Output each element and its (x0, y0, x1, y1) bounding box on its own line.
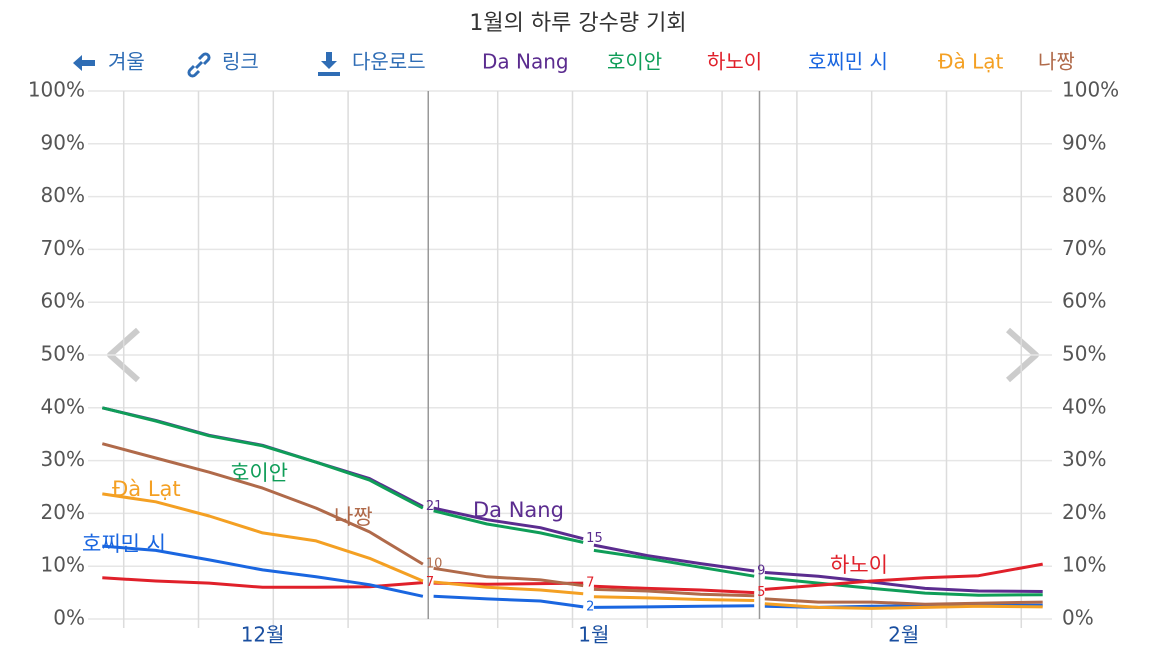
series-line (102, 562, 1043, 595)
y-tick-label: 10% (41, 553, 85, 577)
value-label: 15 (586, 531, 603, 546)
control-winter[interactable]: 겨울 (73, 50, 145, 74)
y-tick-label-right: 10% (1062, 553, 1106, 577)
control-download[interactable]: 다운로드 (318, 50, 426, 77)
value-label: 21 (426, 499, 443, 514)
legend-label: 나짱 (1038, 50, 1075, 74)
x-tick-label: 1월 (578, 623, 609, 647)
y-tick-label-right: 20% (1062, 500, 1106, 524)
link-icon (187, 52, 211, 78)
y-tick-label-right: 70% (1062, 236, 1106, 260)
control-label[interactable]: 겨울 (108, 50, 145, 74)
back-icon (73, 55, 95, 71)
series-label: 나짱 (334, 505, 373, 529)
y-tick-label: 90% (41, 130, 85, 154)
series-line (101, 406, 1043, 597)
y-tick-label: 40% (41, 394, 85, 418)
y-tick-label-right: 40% (1062, 394, 1106, 418)
legend-label: 호찌민 시 (808, 50, 888, 74)
y-tick-label-right: 80% (1062, 183, 1106, 207)
x-tick-label: 12월 (241, 623, 285, 647)
legend-label: Da Nang (482, 50, 569, 74)
x-tick-label: 2월 (888, 623, 919, 647)
y-tick-label: 30% (41, 447, 85, 471)
series-label: 호찌민 시 (82, 532, 166, 556)
y-tick-label: 100% (28, 78, 85, 102)
legend-label: 하노이 (707, 50, 762, 74)
y-tick-label: 60% (41, 289, 85, 313)
series-label: Đà Lạt (112, 477, 181, 501)
y-tick-label-right: 60% (1062, 289, 1106, 313)
value-label: 9 (757, 563, 765, 578)
value-label: 7 (426, 575, 434, 590)
download-icon (318, 52, 340, 76)
y-tick-label-right: 0% (1062, 606, 1094, 630)
y-tick-label-right: 30% (1062, 447, 1106, 471)
y-tick-label-right: 100% (1062, 78, 1119, 102)
y-tick-label-right: 90% (1062, 130, 1106, 154)
series-label: 하노이 (830, 553, 888, 577)
series-label: Da Nang (473, 498, 564, 522)
series-line (102, 492, 1043, 610)
y-tick-label: 0% (53, 606, 85, 630)
legend-label: Đà Lạt (938, 50, 1004, 74)
control-link[interactable]: 링크 (187, 50, 259, 78)
value-label: 10 (426, 557, 443, 572)
value-label: 5 (757, 585, 765, 600)
control-label[interactable]: 링크 (222, 50, 259, 74)
y-tick-label: 80% (41, 183, 85, 207)
chart-title: 1월의 하루 강수량 기회 (469, 11, 686, 36)
y-tick-label-right: 50% (1062, 342, 1106, 366)
series-line (101, 442, 1043, 606)
y-tick-label: 70% (41, 236, 85, 260)
series-line (102, 544, 1043, 609)
legend-label: 호이안 (607, 50, 662, 74)
value-label: 7 (586, 576, 594, 591)
y-tick-label: 20% (41, 500, 85, 524)
control-label[interactable]: 다운로드 (352, 50, 426, 74)
value-label: 2 (586, 599, 594, 614)
y-tick-label: 50% (41, 342, 85, 366)
